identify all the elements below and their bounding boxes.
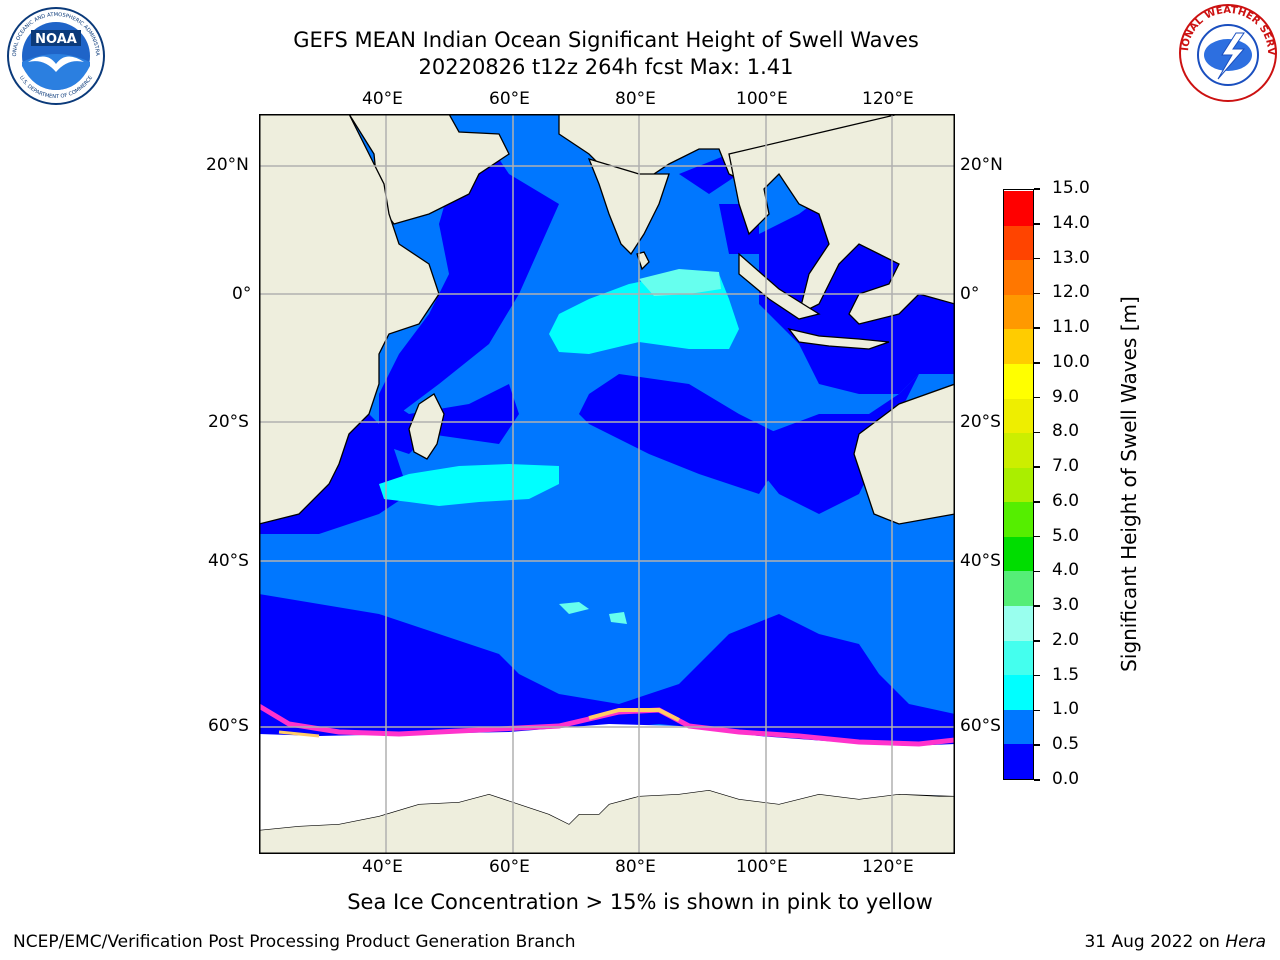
colorbar-tick-label: 0.5 (1052, 734, 1080, 755)
colorbar-tick-label: 2.0 (1052, 629, 1080, 650)
colorbar-segment (1004, 674, 1033, 710)
nws-logo: NATIONAL WEATHER SERVICE (1174, 0, 1278, 107)
colorbar-tick-mark (1034, 223, 1040, 225)
colorbar-tick-mark (1034, 744, 1040, 746)
lon-label-top-2: 60°E (489, 89, 530, 109)
light-swell-region (559, 269, 721, 624)
colorbar-segment (1004, 605, 1033, 641)
lon-label-top-5: 120°E (862, 89, 914, 109)
colorbar-tick-label: 4.0 (1052, 560, 1080, 581)
colorbar-tick-mark (1034, 327, 1040, 329)
lat-label-left-2: 0° (232, 284, 252, 304)
chart-subtitle: 20220826 t12z 264h fcst Max: 1.41 (418, 55, 794, 79)
colorbar-tick-mark (1034, 292, 1040, 295)
colorbar-segment (1004, 225, 1033, 261)
lon-label-bottom-4: 100°E (736, 857, 788, 877)
lat-label-left-4: 40°S (208, 551, 249, 571)
footer-date: 31 Aug 2022 on Hera (1084, 932, 1266, 952)
ice-edge-yellow-west (278, 730, 320, 738)
colorbar-tick-mark (1034, 640, 1040, 642)
colorbar-segment (1004, 398, 1033, 434)
colorbar-segment (1004, 501, 1033, 537)
footer-date-text: 31 Aug 2022 on (1084, 932, 1226, 952)
colorbar-tick-label: 10.0 (1052, 351, 1090, 372)
colorbar-segment (1004, 743, 1033, 779)
sea-ice-area (259, 724, 955, 830)
colorbar-segment (1004, 467, 1033, 503)
colorbar-segment (1004, 536, 1033, 572)
colorbar-tick-mark (1034, 362, 1040, 364)
colorbar-tick-mark (1034, 709, 1040, 712)
colorbar-segment (1004, 190, 1033, 226)
colorbar-tick-label: 12.0 (1052, 282, 1090, 303)
lat-label-right-4: 40°S (960, 551, 1001, 571)
footer-credit: NCEP/EMC/Verification Post Processing Pr… (13, 932, 576, 952)
colorbar-segment (1004, 570, 1033, 607)
colorbar-segment (1004, 294, 1033, 330)
lat-label-right-1: 20°N (960, 155, 1003, 175)
lon-label-top-3: 80°E (615, 89, 656, 109)
colorbar-tick-label: 0.0 (1052, 769, 1080, 789)
colorbar-tick-label: 9.0 (1052, 386, 1080, 407)
colorbar-tick-label: 1.0 (1052, 699, 1080, 720)
colorbar-tick-label: 11.0 (1052, 317, 1090, 338)
colorbar-tick-label: 7.0 (1052, 456, 1080, 477)
colorbar-tick-mark (1034, 779, 1040, 781)
chart-title: GEFS MEAN Indian Ocean Significant Heigh… (293, 28, 919, 52)
colorbar-tick-mark (1034, 570, 1040, 573)
colorbar (1003, 189, 1034, 780)
sea-ice-note: Sea Ice Concentration > 15% is shown in … (347, 890, 933, 914)
lat-label-left-3: 20°S (208, 412, 249, 432)
lon-label-top-1: 40°E (362, 89, 403, 109)
colorbar-tick-mark (1034, 188, 1040, 190)
colorbar-tick-mark (1034, 396, 1040, 399)
colorbar-tick-label: 3.0 (1052, 595, 1080, 616)
colorbar-segment (1004, 640, 1033, 676)
colorbar-label: Significant Height of Swell Waves [m] (1117, 296, 1141, 672)
colorbar-tick-mark (1034, 501, 1040, 503)
noaa-logo: NOAA NATIONAL OCEANIC AND ATMOSPHERIC AD… (3, 2, 106, 110)
colorbar-tick-label: 14.0 (1052, 212, 1090, 233)
map-frame (259, 114, 955, 854)
lon-label-bottom-1: 40°E (362, 857, 403, 877)
lat-label-left-5: 60°S (208, 716, 249, 736)
colorbar-tick-label: 6.0 (1052, 490, 1080, 511)
colorbar-tick-mark (1034, 431, 1040, 434)
colorbar-segment (1004, 432, 1033, 468)
colorbar-tick-label: 5.0 (1052, 525, 1080, 546)
lat-label-right-2: 0° (960, 284, 980, 304)
lon-label-bottom-2: 60°E (489, 857, 530, 877)
lon-label-bottom-5: 120°E (862, 857, 914, 877)
colorbar-segment (1004, 709, 1033, 745)
colorbar-tick-label: 13.0 (1052, 247, 1090, 268)
colorbar-tick-mark (1034, 535, 1040, 538)
colorbar-segment (1004, 363, 1033, 399)
colorbar-tick-label: 15.0 (1052, 178, 1090, 198)
colorbar-tick-mark (1034, 466, 1040, 468)
lon-label-bottom-3: 80°E (615, 857, 656, 877)
lon-label-top-4: 100°E (736, 89, 788, 109)
colorbar-segment (1004, 259, 1033, 295)
colorbar-tick-label: 1.5 (1052, 664, 1080, 685)
map-panel (259, 114, 955, 854)
map-grid (259, 114, 955, 854)
colorbar-tick-label: 8.0 (1052, 421, 1080, 442)
colorbar-tick-mark (1034, 605, 1040, 607)
colorbar-tick-mark (1034, 257, 1040, 260)
lat-label-right-3: 20°S (960, 412, 1001, 432)
colorbar-segment (1004, 328, 1033, 364)
lat-label-right-5: 60°S (960, 716, 1001, 736)
lat-label-left-1: 20°N (206, 155, 249, 175)
footer-machine: Hera (1225, 932, 1266, 952)
svg-text:NOAA: NOAA (35, 32, 77, 47)
colorbar-tick-mark (1034, 674, 1040, 677)
